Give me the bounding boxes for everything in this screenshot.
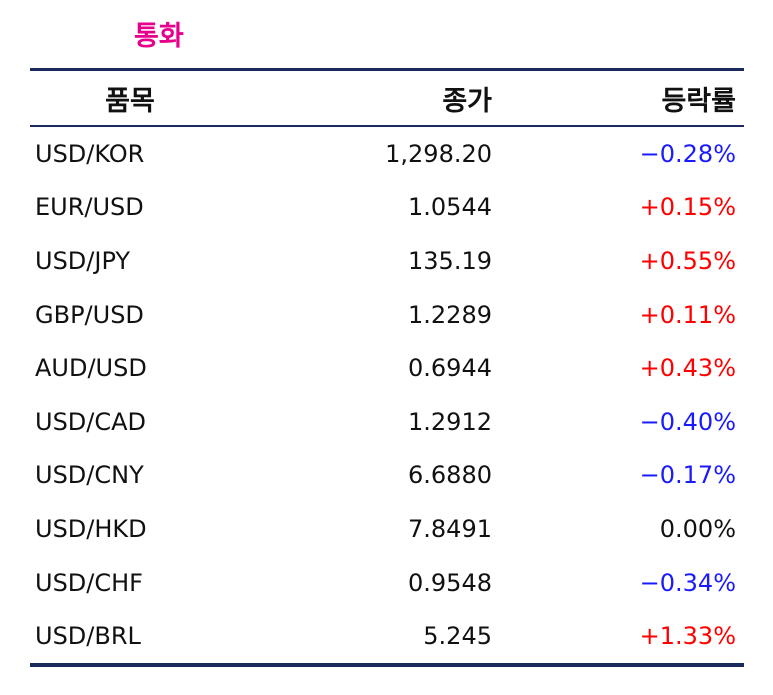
row-close: 7.8491 — [408, 514, 492, 543]
table-body: USD/KOR 1,298.20 −0.28% EUR/USD 1.0544 +… — [30, 127, 744, 663]
row-close: 1.2289 — [408, 300, 492, 329]
table-row: EUR/USD 1.0544 +0.15% — [30, 181, 744, 235]
header-change: 등락률 — [661, 85, 736, 117]
row-change: +1.33% — [639, 622, 736, 651]
header-close: 종가 — [442, 85, 492, 117]
table-row: USD/CHF 0.9548 −0.34% — [30, 556, 744, 610]
row-item: GBP/USD — [35, 300, 144, 329]
row-item: USD/CHF — [35, 568, 143, 597]
header-rule — [30, 125, 744, 127]
row-close: 1.2912 — [408, 407, 492, 436]
table-row: AUD/USD 0.6944 +0.43% — [30, 341, 744, 395]
table-row: USD/CAD 1.2912 −0.40% — [30, 395, 744, 449]
table-row: USD/HKD 7.8491 0.00% — [30, 502, 744, 556]
row-change: −0.17% — [639, 461, 736, 490]
row-close: 5.245 — [423, 622, 492, 651]
row-change: +0.55% — [639, 246, 736, 275]
row-close: 1,298.20 — [385, 139, 492, 168]
bottom-rule — [30, 662, 744, 667]
row-item: AUD/USD — [35, 354, 147, 383]
row-change: +0.11% — [639, 300, 736, 329]
row-change: +0.43% — [639, 354, 736, 383]
table-row: GBP/USD 1.2289 +0.11% — [30, 288, 744, 342]
row-item: USD/CAD — [35, 407, 147, 436]
row-close: 6.6880 — [408, 461, 492, 490]
top-rule — [30, 68, 744, 71]
row-change: −0.34% — [639, 568, 736, 597]
header-item: 품목 — [105, 85, 155, 117]
row-change: −0.40% — [639, 407, 736, 436]
row-change: 0.00% — [659, 514, 736, 543]
row-change: −0.28% — [639, 139, 736, 168]
row-change: +0.15% — [639, 193, 736, 222]
row-item: USD/JPY — [35, 246, 131, 275]
table-title: 통화 — [134, 21, 184, 52]
row-item: EUR/USD — [35, 193, 144, 222]
table-row: USD/BRL 5.245 +1.33% — [30, 609, 744, 663]
table-row: USD/KOR 1,298.20 −0.28% — [30, 127, 744, 181]
row-item: USD/HKD — [35, 514, 147, 543]
row-item: USD/KOR — [35, 139, 145, 168]
row-close: 1.0544 — [408, 193, 492, 222]
row-item: USD/CNY — [35, 461, 144, 490]
row-item: USD/BRL — [35, 622, 141, 651]
table-row: USD/JPY 135.19 +0.55% — [30, 234, 744, 288]
row-close: 0.9548 — [408, 568, 492, 597]
row-close: 135.19 — [408, 246, 492, 275]
row-close: 0.6944 — [408, 354, 492, 383]
table-header: 품목 종가 등락률 — [30, 71, 744, 125]
currency-table: 품목 종가 등락률 USD/KOR 1,298.20 −0.28% EUR/US… — [30, 68, 744, 667]
table-row: USD/CNY 6.6880 −0.17% — [30, 449, 744, 503]
